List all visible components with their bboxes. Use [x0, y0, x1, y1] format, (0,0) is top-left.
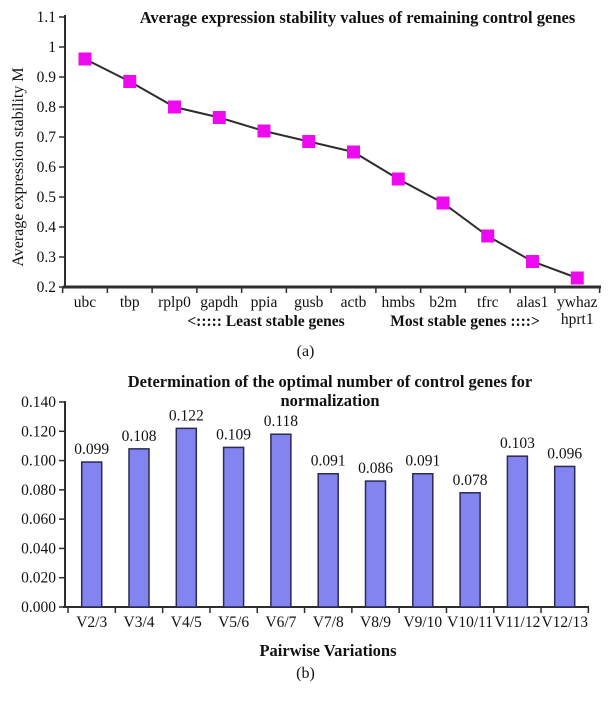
- x-category-label: V12/13: [541, 614, 588, 631]
- x-category-label: V3/4: [124, 614, 155, 631]
- x-category-label: alas1: [517, 294, 549, 311]
- x-category-label: actb: [341, 294, 367, 311]
- bar-value-label: 0.109: [216, 426, 251, 443]
- bar: [506, 455, 529, 608]
- y-tick-label: 0.9: [37, 69, 57, 86]
- bar-value-label: 0.091: [405, 453, 440, 470]
- y-tick-label: 0.6: [37, 159, 57, 176]
- y-tick-label: 0.000: [21, 599, 56, 616]
- bar: [553, 465, 576, 608]
- y-tick-label: 0.7: [37, 129, 57, 146]
- y-tick-label: 0.3: [37, 249, 57, 266]
- x-category-label: V7/8: [313, 614, 344, 631]
- y-tick-label: 0.040: [21, 540, 56, 557]
- panel-b-caption: (b): [296, 665, 315, 682]
- bar-value-label: 0.078: [453, 472, 488, 489]
- bar: [317, 472, 339, 608]
- x-category-label: V4/5: [171, 614, 202, 631]
- data-point-marker: [302, 135, 316, 148]
- chart-b-title-line2: normalization: [280, 391, 380, 410]
- x-category-label: ubc: [74, 294, 97, 311]
- data-point-marker: [436, 196, 450, 210]
- bar-value-label: 0.086: [358, 460, 393, 477]
- bar: [412, 472, 434, 608]
- x-category-label: V9/10: [403, 614, 442, 631]
- bar: [459, 492, 481, 608]
- y-tick-label: 1.1: [37, 9, 56, 26]
- y-tick-label: 0.020: [21, 570, 56, 587]
- x-category-label: V5/6: [218, 614, 249, 631]
- x-category-label: V8/9: [360, 614, 391, 631]
- x-category-label: tfrc: [477, 294, 499, 311]
- stability-line-chart: 0.2 0.3 0.4 0.5 0.6 0.7 0.8 0.9 1 1.1 ubc tbp rplp0 g…: [37, 9, 601, 328]
- bar-value-label: 0.118: [264, 413, 299, 430]
- least-stable-genes-annotation: <::::: Least stable genes: [187, 313, 345, 330]
- x-category-label: V2/3: [76, 614, 107, 631]
- x-category-label: rplp0: [158, 294, 191, 311]
- x-category-label: tbp: [120, 294, 140, 311]
- bar: [364, 480, 387, 608]
- y-tick-label: 1: [48, 39, 56, 56]
- bar: [128, 448, 150, 608]
- x-category-label: gapdh: [200, 294, 238, 311]
- chart-b-title-line1: Determination of the optimal number of c…: [127, 372, 533, 391]
- y-tick-label: 0.5: [37, 189, 57, 206]
- data-point-marker: [257, 124, 271, 138]
- y-tick-label: 0.060: [21, 511, 56, 528]
- x-category-label: hmbs: [381, 294, 415, 311]
- bar-value-label: 0.096: [547, 445, 582, 462]
- pairwise-variation-bar-chart: 0.000 0.020 0.040 0.060 0.080 0.100 0.120 0.140…: [21, 394, 590, 631]
- bar: [80, 461, 103, 608]
- bar: [175, 427, 198, 608]
- bar-value-label: 0.122: [169, 407, 204, 424]
- x-category-label: b2m: [429, 294, 457, 311]
- x-category-label: V11/12: [494, 614, 540, 631]
- chart-b-title: Determination of the optimal number of c…: [80, 372, 580, 410]
- y-tick-label: 0.120: [21, 423, 56, 440]
- bar-value-label: 0.099: [74, 441, 109, 458]
- y-tick-label: 0.4: [37, 219, 57, 236]
- data-point-marker: [481, 229, 495, 243]
- x-category-label: V10/11: [447, 614, 493, 631]
- data-point-marker: [168, 100, 181, 114]
- stability-trend-line: [84, 58, 578, 279]
- data-point-marker: [570, 271, 584, 285]
- data-point-marker: [526, 255, 539, 268]
- y-tick-label: 0.100: [21, 453, 56, 470]
- chart-a-title: Average expression stability values of r…: [139, 8, 576, 27]
- data-point-marker: [78, 52, 92, 66]
- x-category-label: hprt1: [561, 311, 594, 328]
- data-point-marker: [123, 75, 137, 88]
- y-tick-label: 0.8: [37, 99, 57, 116]
- bar-value-label: 0.091: [311, 453, 346, 470]
- x-category-label: ywhaz: [557, 294, 598, 311]
- most-stable-genes-annotation: Most stable genes ::::>: [390, 313, 540, 330]
- x-category-label: V6/7: [265, 614, 296, 631]
- panel-a-caption: (a): [296, 343, 315, 360]
- bar-value-label: 0.103: [500, 435, 535, 452]
- bar-value-label: 0.108: [122, 428, 157, 445]
- y-tick-label: 0.140: [21, 394, 56, 411]
- data-point-marker: [347, 145, 360, 159]
- y-tick-label: 0.2: [37, 279, 56, 296]
- data-point-marker: [391, 172, 405, 186]
- bar: [222, 446, 245, 608]
- bar: [270, 433, 292, 608]
- x-category-label: ppia: [251, 294, 278, 311]
- y-tick-label: 0.080: [21, 482, 56, 499]
- data-point-marker: [212, 111, 226, 124]
- x-category-label: gusb: [294, 294, 324, 311]
- chart-b-x-axis-label: Pairwise Variations: [259, 641, 397, 660]
